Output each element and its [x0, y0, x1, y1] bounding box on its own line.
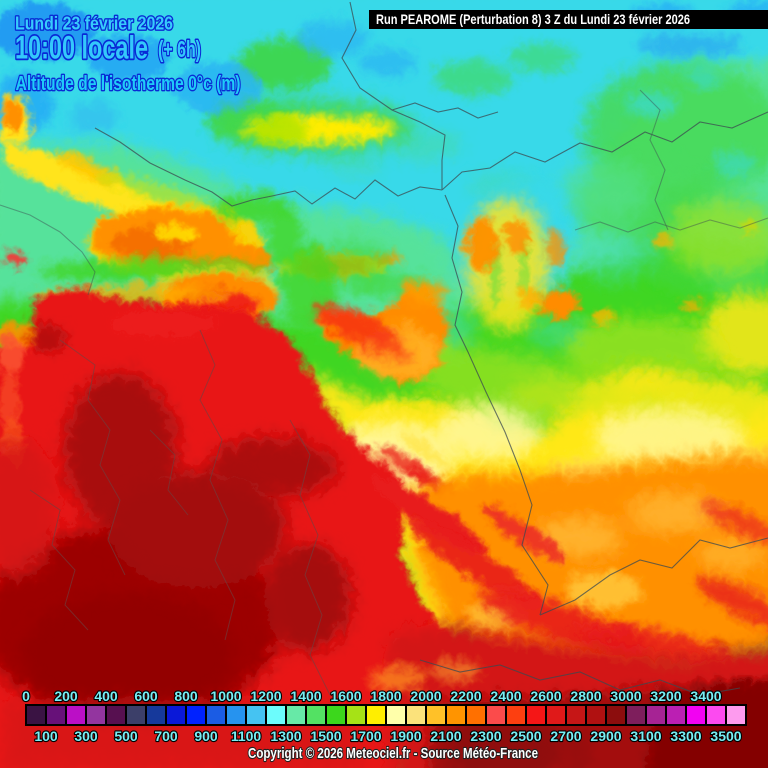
svg-text:300: 300 — [74, 728, 98, 744]
svg-text:Lundi 23 février 2026: Lundi 23 février 2026 — [15, 14, 173, 34]
svg-text:200: 200 — [54, 688, 78, 704]
svg-text:3100: 3100 — [630, 728, 661, 744]
svg-text:10:00 locale: 10:00 locale — [15, 30, 148, 66]
svg-text:2000: 2000 — [410, 688, 441, 704]
svg-text:500: 500 — [114, 728, 138, 744]
svg-text:3500: 3500 — [710, 728, 741, 744]
svg-text:900: 900 — [194, 728, 218, 744]
svg-text:1800: 1800 — [370, 688, 401, 704]
svg-text:(+ 6h): (+ 6h) — [158, 36, 201, 62]
svg-text:600: 600 — [134, 688, 158, 704]
svg-text:2500: 2500 — [510, 728, 541, 744]
svg-text:1100: 1100 — [231, 728, 262, 744]
svg-text:Altitude de l'isotherme 0°c (m: Altitude de l'isotherme 0°c (m) — [16, 73, 241, 95]
svg-text:1700: 1700 — [350, 728, 381, 744]
svg-text:3000: 3000 — [610, 688, 641, 704]
svg-text:2800: 2800 — [570, 688, 601, 704]
svg-text:2900: 2900 — [590, 728, 621, 744]
svg-text:1200: 1200 — [250, 688, 281, 704]
svg-text:1900: 1900 — [390, 728, 421, 744]
svg-text:800: 800 — [174, 688, 198, 704]
svg-text:1600: 1600 — [330, 688, 361, 704]
svg-text:2700: 2700 — [550, 728, 581, 744]
svg-text:700: 700 — [154, 728, 178, 744]
svg-text:0: 0 — [22, 688, 30, 704]
svg-text:2300: 2300 — [470, 728, 501, 744]
svg-text:2200: 2200 — [450, 688, 481, 704]
svg-text:3300: 3300 — [670, 728, 701, 744]
svg-text:1000: 1000 — [210, 688, 241, 704]
svg-text:Copyright © 2026 Meteociel.fr: Copyright © 2026 Meteociel.fr - Source M… — [248, 745, 538, 762]
svg-text:1500: 1500 — [310, 728, 341, 744]
svg-text:3200: 3200 — [650, 688, 681, 704]
svg-text:2600: 2600 — [530, 688, 561, 704]
svg-text:400: 400 — [94, 688, 118, 704]
svg-text:2400: 2400 — [490, 688, 521, 704]
svg-text:Run PEAROME (Perturbation 8) 3: Run PEAROME (Perturbation 8) 3 Z du Lund… — [376, 11, 690, 27]
svg-text:1400: 1400 — [290, 688, 321, 704]
svg-text:1300: 1300 — [270, 728, 301, 744]
svg-text:100: 100 — [34, 728, 58, 744]
svg-text:3400: 3400 — [690, 688, 721, 704]
svg-text:2100: 2100 — [430, 728, 461, 744]
